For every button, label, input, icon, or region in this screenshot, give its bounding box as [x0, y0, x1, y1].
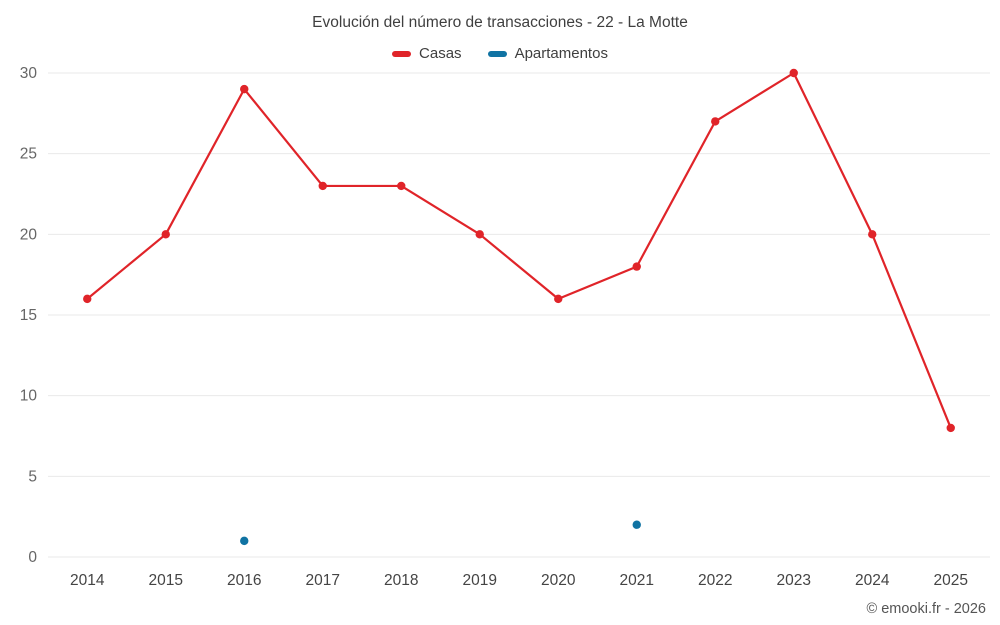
svg-text:2019: 2019: [463, 572, 497, 589]
casas-swatch-icon: [392, 50, 412, 57]
svg-text:15: 15: [20, 307, 37, 324]
svg-text:2022: 2022: [698, 572, 732, 589]
svg-text:5: 5: [28, 468, 37, 485]
chart-header: Evolución del número de transacciones - …: [0, 14, 1000, 62]
legend-item-apartamentos[interactable]: Apartamentos: [487, 45, 608, 62]
svg-text:2014: 2014: [70, 572, 105, 589]
svg-text:2017: 2017: [306, 572, 340, 589]
chart-title: Evolución del número de transacciones - …: [312, 14, 688, 31]
legend-label-casas: Casas: [419, 45, 462, 62]
svg-text:10: 10: [20, 388, 38, 405]
svg-text:2015: 2015: [149, 572, 183, 589]
svg-text:0: 0: [28, 549, 37, 566]
svg-text:2023: 2023: [777, 572, 811, 589]
svg-text:2020: 2020: [541, 572, 576, 589]
credit: © emooki.fr - 2026: [866, 601, 986, 617]
svg-text:2025: 2025: [934, 572, 968, 589]
apartamentos-swatch-icon: [487, 50, 507, 57]
legend-label-apartamentos: Apartamentos: [514, 45, 608, 62]
legend: Casas Apartamentos: [392, 45, 608, 62]
svg-text:25: 25: [20, 146, 37, 163]
svg-text:2018: 2018: [384, 572, 418, 589]
legend-item-casas[interactable]: Casas: [392, 45, 462, 62]
svg-text:2021: 2021: [620, 572, 654, 589]
svg-text:2024: 2024: [855, 572, 890, 589]
svg-text:2016: 2016: [227, 572, 261, 589]
svg-text:30: 30: [20, 65, 38, 82]
svg-text:20: 20: [20, 226, 38, 243]
